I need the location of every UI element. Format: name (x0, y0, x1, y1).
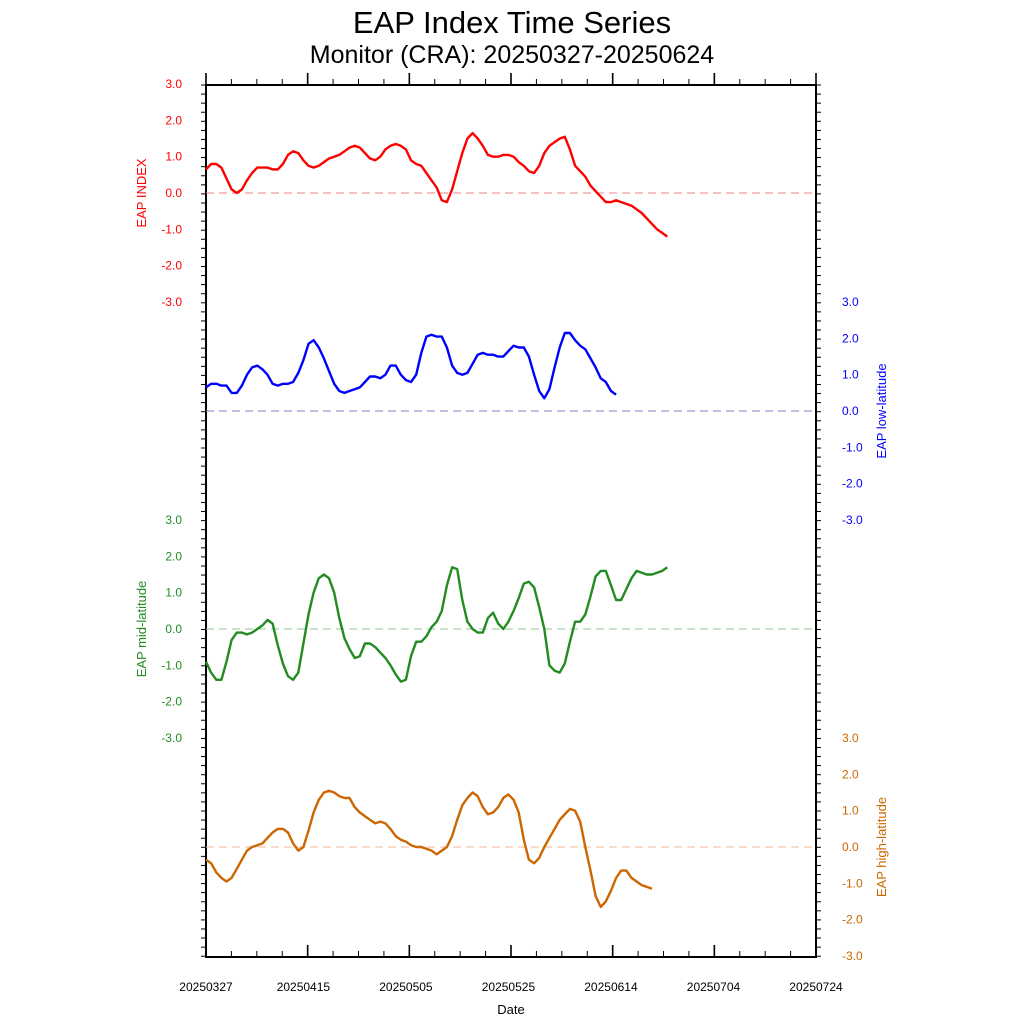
y-tick-label: 2.0 (165, 549, 182, 563)
y-tick-label: 1.0 (165, 586, 182, 600)
y-axis-title: EAP mid-latitude (134, 581, 149, 678)
axis-ticks (201, 73, 821, 957)
x-axis-label: Date (497, 1002, 524, 1017)
y-tick-label: 3.0 (165, 513, 182, 527)
series-line (204, 566, 668, 683)
y-axis-title: EAP high-latitude (874, 797, 889, 897)
y-tick-label: -2.0 (842, 477, 863, 491)
series-line (205, 131, 669, 238)
x-tick-label: 20250327 (179, 980, 233, 994)
y-tick-label: -3.0 (161, 731, 182, 745)
y-tick-label: 2.0 (842, 767, 859, 781)
chart-subtitle: Monitor (CRA): 20250327-20250624 (310, 41, 715, 69)
y-tick-label: -1.0 (842, 876, 863, 890)
y-tick-label: -3.0 (161, 295, 182, 309)
y-tick-label: 1.0 (165, 150, 182, 164)
x-tick-label: 20250505 (379, 980, 433, 994)
y-tick-label: 1.0 (842, 804, 859, 818)
x-tick-label: 20250415 (277, 980, 331, 994)
y-tick-label: -1.0 (161, 658, 182, 672)
y-tick-label: -1.0 (161, 222, 182, 236)
y-tick-label: 2.0 (842, 331, 859, 345)
y-tick-label: -2.0 (842, 913, 863, 927)
y-tick-label: 2.0 (165, 113, 182, 127)
y-tick-label: -2.0 (161, 695, 182, 709)
y-tick-label: 3.0 (842, 295, 859, 309)
y-axis-title: EAP INDEX (134, 158, 149, 227)
reference-lines (206, 192, 816, 848)
y-tick-label: -3.0 (842, 949, 863, 963)
x-tick-label: 20250525 (482, 980, 536, 994)
series-lines (204, 131, 669, 909)
x-tick-label: 20250724 (789, 980, 843, 994)
y-tick-label: -2.0 (161, 259, 182, 273)
series-line (205, 331, 617, 400)
plot-frame (205, 84, 817, 958)
series-line (205, 789, 653, 909)
y-tick-label: -3.0 (842, 513, 863, 527)
y-tick-label: 0.0 (165, 186, 182, 200)
y-axis-title: EAP low-latitude (874, 363, 889, 458)
y-tick-label: -1.0 (842, 440, 863, 454)
y-tick-label: 3.0 (842, 731, 859, 745)
y-tick-label: 1.0 (842, 368, 859, 382)
y-tick-label: 3.0 (165, 77, 182, 91)
x-tick-label: 20250614 (584, 980, 638, 994)
tick-labels: 20250327 20250415 20250505 20250525 20250614… (134, 77, 889, 994)
y-tick-label: 0.0 (165, 622, 182, 636)
y-tick-label: 0.0 (842, 404, 859, 418)
chart-title: EAP Index Time Series (353, 5, 671, 40)
x-tick-label: 20250704 (687, 980, 741, 994)
y-tick-label: 0.0 (842, 840, 859, 854)
